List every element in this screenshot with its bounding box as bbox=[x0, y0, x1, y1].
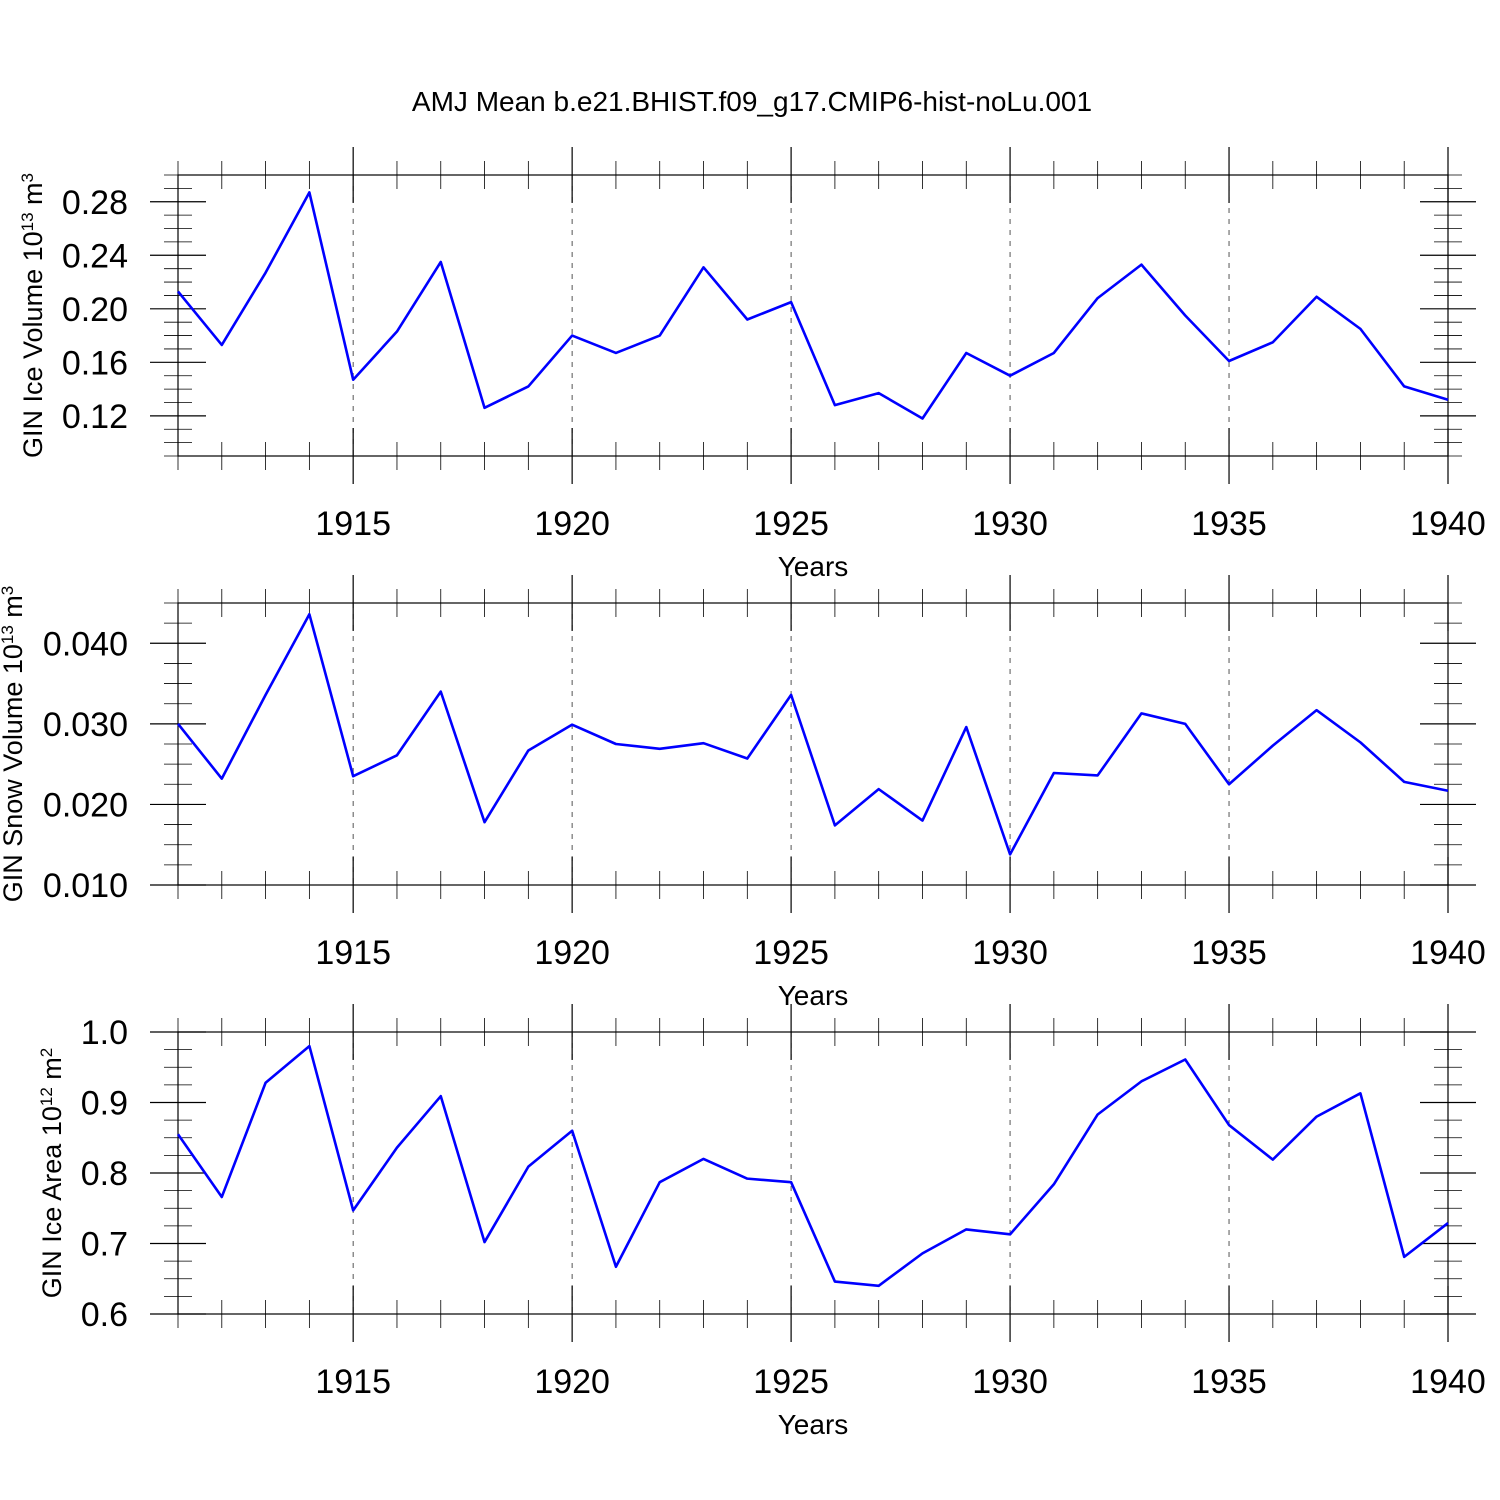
series-line bbox=[176, 1044, 1449, 1288]
plot-frame bbox=[177, 174, 1449, 457]
plot-frame bbox=[177, 1031, 1449, 1315]
y-axis-title: GIN Ice Volume 1013 m3 bbox=[18, 173, 49, 458]
x-tick-label: 1940 bbox=[1410, 1363, 1486, 1401]
y-axis-title-part: m bbox=[37, 1057, 67, 1087]
y-tick-label: 0.8 bbox=[81, 1155, 128, 1193]
y-axis-title-superscript: 2 bbox=[37, 1048, 56, 1057]
y-tick-label: 1.0 bbox=[81, 1014, 128, 1052]
y-axis-title-superscript: 3 bbox=[0, 586, 17, 595]
panels: 0.12 0.16 0.20 0.24 0.28 1915 1920 1925 1930 1935… bbox=[0, 147, 1486, 1440]
y-tick-label: 0.9 bbox=[81, 1085, 128, 1123]
x-tick-label: 1915 bbox=[315, 934, 391, 972]
x-tick-label: 1935 bbox=[1191, 1363, 1267, 1401]
x-axis-title: Years bbox=[778, 551, 849, 582]
x-tick-label: 1930 bbox=[972, 1363, 1048, 1401]
x-tick-label: 1920 bbox=[534, 505, 610, 543]
x-tick-label: 1930 bbox=[972, 505, 1048, 543]
y-tick-label: 0.040 bbox=[43, 625, 128, 663]
x-tick-label: 1940 bbox=[1410, 934, 1486, 972]
x-tick-label: 1935 bbox=[1191, 505, 1267, 543]
x-tick-label: 1915 bbox=[315, 505, 391, 543]
x-tick-label: 1920 bbox=[534, 934, 610, 972]
y-tick-label: 0.7 bbox=[81, 1226, 128, 1264]
y-axis-title-part: GIN Snow Volume 10 bbox=[0, 644, 28, 902]
y-axis-title-superscript: 13 bbox=[0, 625, 17, 644]
y-tick-label: 0.12 bbox=[62, 398, 128, 436]
y-tick-label: 0.24 bbox=[62, 237, 128, 275]
chart-panel-3: 0.6 0.7 0.8 0.9 1.0 1915 1920 1925 1930 1935 1940 Y… bbox=[37, 1004, 1486, 1440]
x-tick-label: 1915 bbox=[315, 1363, 391, 1401]
y-tick-label: 0.030 bbox=[43, 706, 128, 744]
y-axis-title-part: m bbox=[18, 182, 48, 212]
x-tick-label: 1925 bbox=[753, 1363, 829, 1401]
chart-panel-2: 0.010 0.020 0.030 0.040 1915 1920 1925 1930 1935… bbox=[0, 575, 1486, 1011]
x-axis-title: Years bbox=[778, 980, 849, 1011]
x-tick-label: 1935 bbox=[1191, 934, 1267, 972]
x-tick-label: 1930 bbox=[972, 934, 1048, 972]
x-tick-label: 1920 bbox=[534, 1363, 610, 1401]
y-tick-label: 0.20 bbox=[62, 291, 128, 329]
x-tick-label: 1925 bbox=[753, 505, 829, 543]
y-axis-title-part: m bbox=[0, 595, 28, 625]
x-tick-label: 1925 bbox=[753, 934, 829, 972]
plot-frame bbox=[177, 602, 1449, 886]
y-tick-label: 0.28 bbox=[62, 184, 128, 222]
y-axis-title-part: GIN Ice Area 10 bbox=[37, 1106, 67, 1298]
y-tick-label: 0.020 bbox=[43, 786, 128, 824]
y-axis-title: GIN Ice Area 1012 m2 bbox=[37, 1048, 68, 1299]
series-line bbox=[176, 191, 1449, 420]
x-axis-title: Years bbox=[778, 1409, 849, 1440]
y-axis-title-superscript: 13 bbox=[18, 212, 37, 231]
figure-title: AMJ Mean b.e21.BHIST.f09_g17.CMIP6-hist-… bbox=[412, 86, 1092, 117]
y-axis-title: GIN Snow Volume 1013 m3 bbox=[0, 586, 28, 903]
chart-panel-1: 0.12 0.16 0.20 0.24 0.28 1915 1920 1925 1930 1935… bbox=[18, 147, 1486, 582]
x-tick-label: 1940 bbox=[1410, 505, 1486, 543]
y-axis-title-superscript: 3 bbox=[18, 173, 37, 182]
y-tick-label: 0.010 bbox=[43, 867, 128, 905]
y-axis-title-part: GIN Ice Volume 10 bbox=[18, 231, 48, 458]
y-tick-label: 0.16 bbox=[62, 344, 128, 382]
series-line bbox=[176, 612, 1449, 856]
y-axis-title-superscript: 12 bbox=[37, 1087, 56, 1106]
y-tick-label: 0.6 bbox=[81, 1296, 128, 1334]
